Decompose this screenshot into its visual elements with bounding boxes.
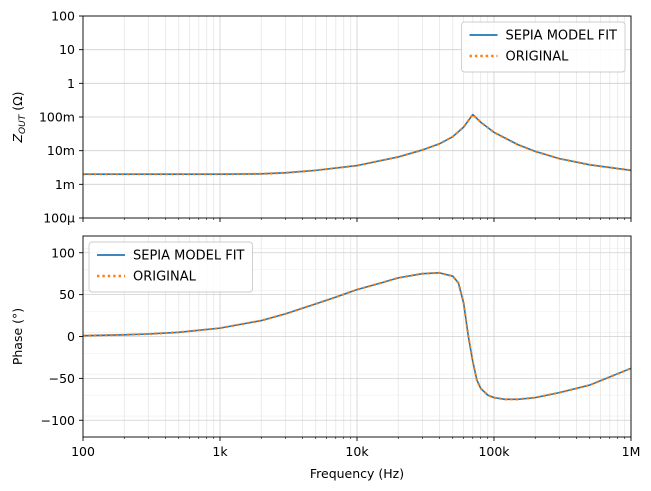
legend: SEPIA MODEL FIT ORIGINAL bbox=[88, 241, 253, 293]
x-tick-label: 100 bbox=[71, 444, 95, 459]
y-tick-label: 100µ bbox=[43, 211, 75, 226]
legend-entry-label: SEPIA MODEL FIT bbox=[133, 249, 245, 264]
x-axis-label: Frequency (Hz) bbox=[310, 466, 404, 481]
x-tick-label: 1M bbox=[622, 444, 641, 459]
legend-box bbox=[461, 21, 626, 73]
y-tick-label: 10m bbox=[47, 143, 75, 158]
y-axis-label-unit: (Ω) bbox=[10, 91, 25, 114]
y-tick-label: 100 bbox=[51, 9, 75, 24]
y-tick-label: −100 bbox=[41, 413, 75, 428]
series-line-original bbox=[83, 271, 631, 401]
y-axis-label: Phase (°) bbox=[10, 308, 25, 365]
legend-entry-label: ORIGINAL bbox=[506, 50, 570, 65]
y-axis-label-main: Z bbox=[10, 134, 25, 144]
x-tick-label: 1k bbox=[212, 444, 228, 459]
x-tick-label: 100k bbox=[478, 444, 510, 459]
y-tick-label: 100m bbox=[39, 110, 75, 125]
y-tick-label: 50 bbox=[59, 287, 75, 302]
legend-box bbox=[88, 241, 253, 293]
x-tick-label: 10k bbox=[345, 444, 369, 459]
y-tick-label: 10 bbox=[59, 42, 75, 57]
legend: SEPIA MODEL FIT ORIGINAL bbox=[461, 21, 626, 73]
y-tick-label: 0 bbox=[67, 329, 75, 344]
y-tick-label: 1m bbox=[55, 177, 75, 192]
y-axis-label-subscript: OUT bbox=[18, 113, 28, 134]
legend-entry-label: ORIGINAL bbox=[133, 270, 197, 285]
y-tick-label: 100 bbox=[51, 245, 75, 260]
y-tick-label: −50 bbox=[49, 371, 75, 386]
panel-phase: 100 1k 10k 100k 1M 100 50 0 −50 −100 Phase (°) Freq… bbox=[10, 235, 641, 481]
legend-entry-label: SEPIA MODEL FIT bbox=[506, 29, 618, 44]
series-line-sepia-model-fit bbox=[83, 113, 631, 175]
panel-impedance: 100 10 1 100m 10m 1m 100µ ZOUT (Ω) SEPIA MODEL F… bbox=[10, 9, 632, 226]
y-axis-label: ZOUT (Ω) bbox=[10, 91, 28, 143]
y-tick-label: 1 bbox=[67, 76, 75, 91]
